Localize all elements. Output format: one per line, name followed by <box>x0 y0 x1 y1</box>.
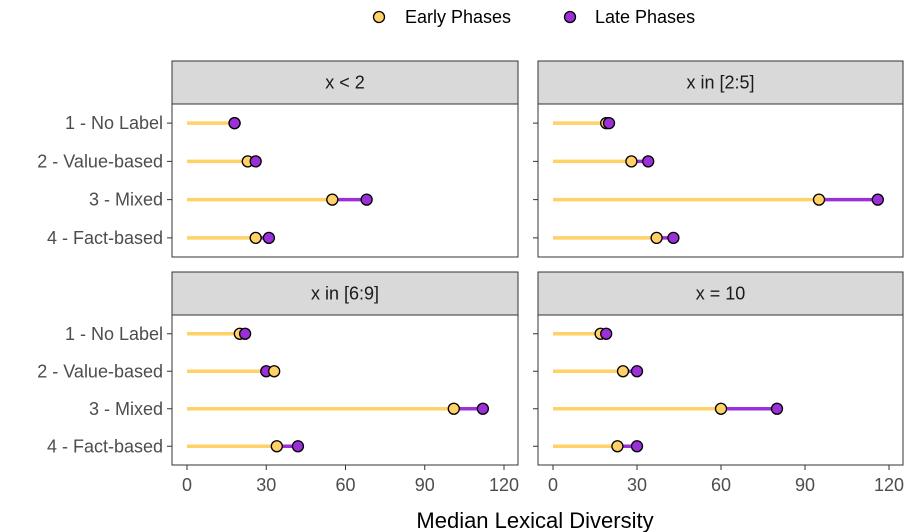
y-tick-label: 1 - No Label <box>65 113 163 133</box>
late-point <box>871 193 884 206</box>
early-point <box>447 402 460 415</box>
early-point <box>249 231 262 245</box>
late-point <box>602 116 616 130</box>
y-tick-label: 1 - No Label <box>65 324 163 344</box>
facet-strip <box>537 271 904 316</box>
facet-strip <box>537 60 904 105</box>
early-point <box>625 155 638 168</box>
early-point <box>714 402 728 415</box>
early-point <box>611 440 624 453</box>
early-point <box>650 231 663 245</box>
x-tick-label: 30 <box>627 475 647 495</box>
facet-strip <box>171 60 519 105</box>
legend-marker-early <box>372 10 386 24</box>
early-point <box>268 365 281 378</box>
y-tick-label: 3 - Mixed <box>89 399 163 419</box>
late-point <box>262 231 276 245</box>
late-point <box>600 327 613 340</box>
facet-panel: x in [6:9] 1 - No Label 2 - Value-based 3 -… <box>37 271 519 495</box>
y-tick-label: 3 - Mixed <box>89 190 163 210</box>
facet-title: x < 2 <box>325 73 365 93</box>
x-tick-label: 90 <box>795 475 815 495</box>
late-point <box>630 365 644 378</box>
y-tick-label: 4 - Fact-based <box>47 228 163 248</box>
late-point <box>360 193 373 206</box>
late-point <box>642 155 655 168</box>
x-axis-title: Median Lexical Diversity <box>416 508 653 532</box>
panel-border <box>537 314 904 466</box>
facet-title: x in [6:9] <box>311 284 379 304</box>
panel-border <box>171 103 519 258</box>
y-tick-label: 2 - Value-based <box>37 361 163 381</box>
late-point <box>238 327 252 340</box>
x-tick-label: 120 <box>874 475 904 495</box>
late-point <box>249 155 262 168</box>
facet-title: x = 10 <box>696 284 746 304</box>
late-point <box>291 440 305 453</box>
facet-title: x in [2:5] <box>686 73 754 93</box>
x-tick-label: 0 <box>182 475 192 495</box>
legend-label-late: Late Phases <box>595 7 695 27</box>
late-point <box>228 116 241 130</box>
facet-panel: x = 10 0 30 60 90 120 <box>533 271 904 495</box>
late-point <box>630 440 644 453</box>
early-point <box>326 193 339 206</box>
late-point <box>667 231 680 245</box>
x-tick-label: 30 <box>256 475 276 495</box>
panel-border <box>537 103 904 258</box>
legend: Early Phases Late Phases <box>372 7 695 27</box>
x-tick-label: 120 <box>489 475 519 495</box>
panels: x < 2 1 - No Label 2 - Value-based 3 - Mixe… <box>37 60 904 495</box>
early-point <box>270 440 283 453</box>
panel-border <box>171 314 519 466</box>
x-tick-label: 60 <box>335 475 355 495</box>
x-tick-label: 60 <box>711 475 731 495</box>
early-point <box>616 365 630 378</box>
x-tick-label: 0 <box>548 475 558 495</box>
y-tick-label: 4 - Fact-based <box>47 436 163 456</box>
y-tick-label: 2 - Value-based <box>37 151 163 171</box>
legend-label-early: Early Phases <box>405 7 511 27</box>
x-tick-label: 90 <box>415 475 435 495</box>
legend-marker-late <box>563 10 577 24</box>
late-point <box>770 402 784 415</box>
facet-panel: x < 2 1 - No Label 2 - Value-based 3 - Mixe… <box>37 60 519 258</box>
facet-panel: x in [2:5] <box>533 60 904 258</box>
late-point <box>476 402 490 415</box>
early-point <box>812 193 826 206</box>
